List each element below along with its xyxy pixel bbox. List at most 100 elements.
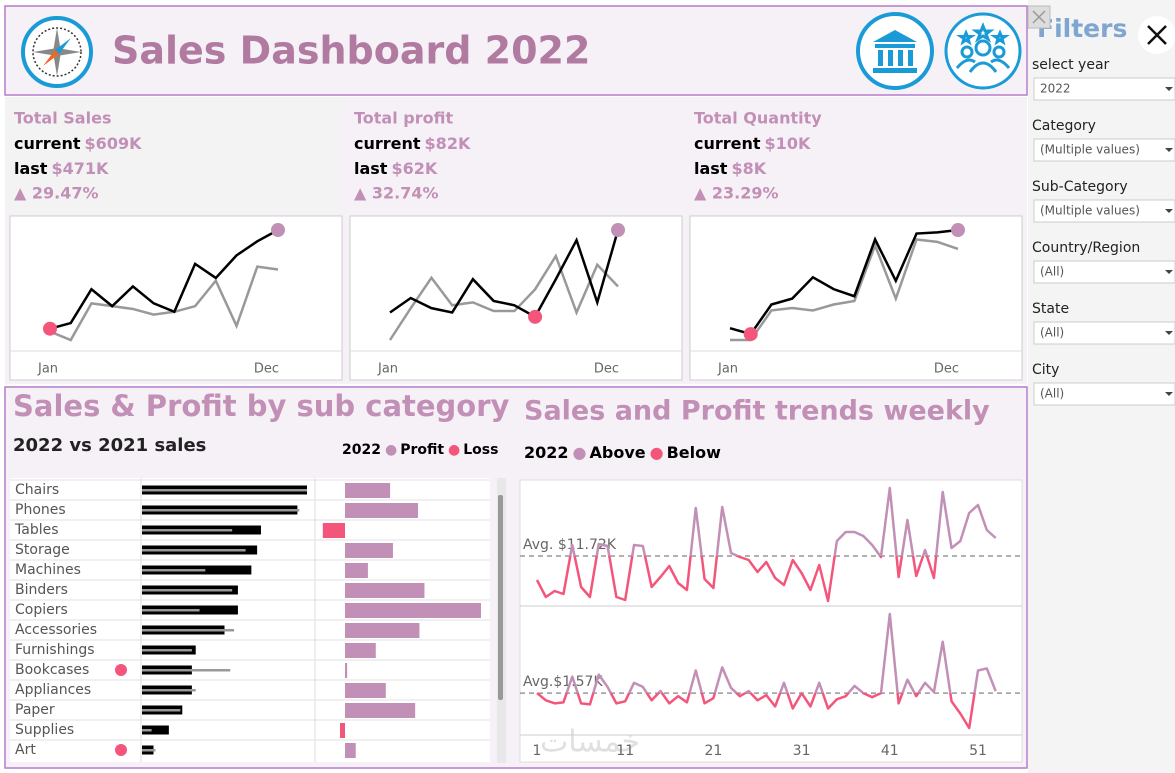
compass-icon (21, 16, 93, 88)
sales-2021-bar (142, 489, 307, 492)
profit-bar (345, 583, 425, 598)
dropdown-arrow (1165, 209, 1173, 213)
max-dot (271, 223, 285, 237)
filter-value: (Multiple values) (1040, 143, 1140, 157)
filter-label: State (1032, 301, 1069, 317)
sparkline (730, 238, 959, 342)
sparkline-start: Jan (717, 362, 738, 377)
profit-bar (345, 603, 481, 618)
legend-marker: ● (385, 442, 397, 458)
x-tick-label: 21 (704, 743, 722, 759)
kpi-value: $62K (391, 159, 437, 178)
sales-2021-bar (142, 629, 235, 632)
filter-title: Filters (1037, 14, 1127, 43)
bank-icon[interactable] (856, 12, 934, 90)
row-label: Art (15, 742, 36, 758)
kpi-change: ▲ 23.29% (694, 184, 779, 203)
sparkline (729, 228, 959, 336)
max-dot (611, 223, 625, 237)
dropdown-arrow (1165, 148, 1173, 152)
profit-bar (345, 683, 386, 698)
kpi-label: last (354, 159, 388, 178)
sparkline (388, 253, 619, 341)
kpi-value: $8K (731, 159, 766, 178)
section-title: Sales and Profit trends weekly (524, 396, 990, 427)
sales-2021-bar (142, 589, 233, 592)
row-flag (115, 744, 127, 756)
sales-2021-bar (142, 529, 233, 532)
row-label: Storage (15, 542, 70, 558)
kpi-label: last (14, 159, 48, 178)
kpi-title: Total profit (354, 109, 453, 128)
kpi-label: last (694, 159, 728, 178)
row-label: Machines (15, 562, 81, 578)
legend: 2022 ● Above ● Below (524, 443, 721, 462)
row-label: Phones (15, 502, 66, 518)
row-label: Paper (15, 702, 55, 718)
filter-label: select year (1032, 57, 1110, 73)
max-dot (951, 223, 965, 237)
kpi-change: ▲ 32.74% (354, 184, 439, 203)
filter-value: (All) (1040, 326, 1064, 340)
sparkline-box (9, 215, 343, 381)
row-label: Supplies (15, 722, 74, 738)
filter-dropdown[interactable] (1033, 321, 1175, 345)
filter-label: Category (1032, 118, 1096, 134)
kpi-line: current $10K (694, 134, 811, 153)
profit-bar (339, 723, 345, 738)
scrollbar-thumb[interactable] (498, 495, 503, 700)
sparkline-start: Jan (377, 362, 398, 377)
dropdown-arrow (1165, 331, 1173, 335)
profit-bar (345, 543, 393, 558)
watermark: خمسات (540, 725, 640, 760)
kpi-change: ▲ 29.47% (14, 184, 99, 203)
sales-2021-bar (142, 609, 200, 612)
min-dot (528, 309, 543, 324)
legend-marker: ● (573, 443, 587, 462)
kpi-label: current (354, 134, 421, 153)
legend-marker: ● (448, 442, 460, 458)
kpi-line: current $82K (354, 134, 471, 153)
kpi-value: $609K (85, 134, 143, 153)
profit-bar (345, 663, 348, 678)
sales-2021-bar (142, 569, 206, 572)
row-label: Copiers (15, 602, 68, 618)
kpi-title: Total Quantity (694, 109, 822, 128)
dropdown-arrow (1165, 392, 1173, 396)
profit-bar (345, 743, 356, 758)
profit-line (536, 612, 997, 730)
dropdown-arrow (1165, 270, 1173, 274)
x-tick-label: 1 (533, 743, 542, 759)
filter-dropdown[interactable] (1033, 138, 1175, 162)
row-label: Tables (14, 522, 59, 538)
kpi-value: $10K (765, 134, 811, 153)
kpi-value: $82K (425, 134, 471, 153)
filter-dropdown[interactable] (1033, 77, 1175, 101)
row-flag (115, 664, 127, 676)
legend-year: 2022 (524, 443, 569, 462)
filter-dropdown[interactable] (1033, 260, 1175, 284)
sales-2021-bar (142, 749, 156, 752)
legend-above: Above (590, 443, 646, 462)
sales-2021-bar (142, 549, 246, 552)
filter-dropdown[interactable] (1033, 199, 1175, 223)
sales-2021-bar (142, 669, 231, 672)
team-icon[interactable] (944, 12, 1022, 90)
close-x (1147, 25, 1167, 45)
sales-2021-bar (142, 689, 196, 692)
filter-value: 2022 (1040, 82, 1071, 96)
min-dot (743, 327, 758, 342)
average-label: Avg. $11.72K (523, 537, 617, 553)
row-label: Chairs (15, 482, 59, 498)
filter-label: City (1032, 362, 1059, 378)
kpi-line: last $471K (14, 159, 109, 178)
profit-bar (345, 703, 416, 718)
kpi-highlight (5, 97, 340, 212)
average-label: Avg.$1.57K (523, 674, 603, 690)
filter-dropdown[interactable] (1033, 382, 1175, 406)
profit-bar (345, 623, 420, 638)
close-box-x (1032, 10, 1046, 24)
row-label: Appliances (15, 682, 91, 698)
filter-value: (All) (1040, 265, 1064, 279)
